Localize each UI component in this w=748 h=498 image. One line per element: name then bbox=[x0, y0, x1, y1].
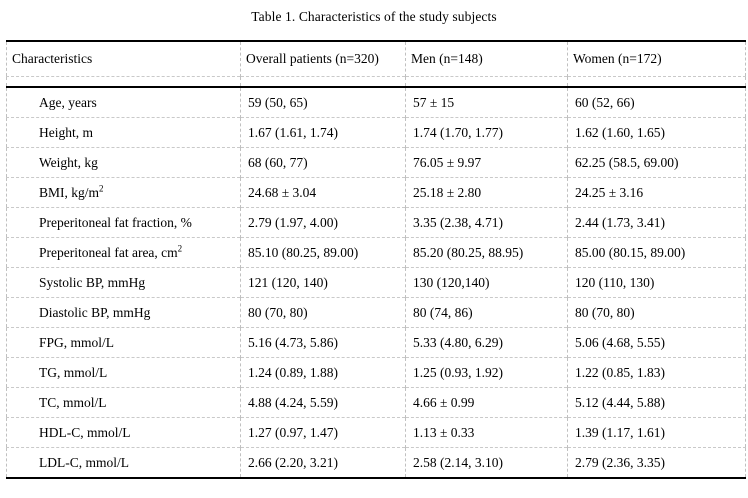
row-label-text: Age, years bbox=[39, 94, 97, 110]
cell-men: 80 (74, 86) bbox=[405, 297, 568, 328]
row-label: Systolic BP, mmHg bbox=[6, 267, 241, 298]
cell-overall: 2.66 (2.20, 3.21) bbox=[240, 447, 406, 478]
cell-men: 76.05 ± 9.97 bbox=[405, 147, 568, 178]
column-header-overall-patients: Overall patients (n=320) bbox=[240, 41, 406, 77]
row-label: FPG, mmol/L bbox=[6, 327, 241, 358]
column-header-characteristics: Characteristics bbox=[12, 51, 93, 66]
table-row-weight: Weight, kg 68 (60, 77) 76.05 ± 9.97 62.2… bbox=[6, 147, 746, 178]
cell-men: 2.58 (2.14, 3.10) bbox=[405, 447, 568, 478]
table-row-age: Age, years 59 (50, 65) 57 ± 15 60 (52, 6… bbox=[7, 87, 746, 118]
cell-overall: 68 (60, 77) bbox=[240, 147, 406, 178]
table-row-fat-area: Preperitoneal fat area, cm2 85.10 (80.25… bbox=[6, 237, 746, 268]
row-label-text: LDL-C, mmol/L bbox=[39, 454, 129, 470]
table-row-systolic-bp: Systolic BP, mmHg 121 (120, 140) 130 (12… bbox=[6, 267, 746, 298]
row-label-text: HDL-C, mmol/L bbox=[39, 424, 131, 440]
table-row-fpg: FPG, mmol/L 5.16 (4.73, 5.86) 5.33 (4.80… bbox=[6, 327, 746, 358]
table-row-diastolic-bp: Diastolic BP, mmHg 80 (70, 80) 80 (74, 8… bbox=[6, 297, 746, 328]
row-label-text: FPG, mmol/L bbox=[39, 334, 115, 350]
row-label-text: Systolic BP, mmHg bbox=[39, 274, 146, 290]
row-label-text: TG, mmol/L bbox=[39, 364, 108, 380]
cell-men: 130 (120,140) bbox=[405, 267, 568, 298]
cell-women: 85.00 (80.15, 89.00) bbox=[567, 237, 746, 268]
cell-women: 1.39 (1.17, 1.61) bbox=[567, 417, 746, 448]
row-label: Diastolic BP, mmHg bbox=[6, 297, 241, 328]
row-label: Preperitoneal fat area, cm2 bbox=[6, 237, 241, 268]
cell-men: 4.66 ± 0.99 bbox=[405, 387, 568, 418]
row-label: TC, mmol/L bbox=[6, 387, 241, 418]
cell-men: 3.35 (2.38, 4.71) bbox=[405, 207, 568, 238]
table-header-row: Characteristics Overall patients (n=320)… bbox=[7, 41, 746, 77]
row-label: Weight, kg bbox=[6, 147, 241, 178]
cell-women: 1.22 (0.85, 1.83) bbox=[567, 357, 746, 388]
cell-women: 2.44 (1.73, 3.41) bbox=[567, 207, 746, 238]
cell-women: 80 (70, 80) bbox=[567, 297, 746, 328]
cell-women: 60 (52, 66) bbox=[567, 87, 746, 118]
cell-women: 5.06 (4.68, 5.55) bbox=[567, 327, 746, 358]
cell-men: 1.13 ± 0.33 bbox=[405, 417, 568, 448]
cell-overall: 121 (120, 140) bbox=[240, 267, 406, 298]
cell-women: 5.12 (4.44, 5.88) bbox=[567, 387, 746, 418]
table-row-hdl-c: HDL-C, mmol/L 1.27 (0.97, 1.47) 1.13 ± 0… bbox=[6, 417, 746, 448]
table-row-ldl-c: LDL-C, mmol/L 2.66 (2.20, 3.21) 2.58 (2.… bbox=[6, 447, 746, 478]
table-title: Table 1. Characteristics of the study su… bbox=[251, 9, 497, 24]
cell-overall: 85.10 (80.25, 89.00) bbox=[240, 237, 406, 268]
cell-women: 1.62 (1.60, 1.65) bbox=[567, 117, 746, 148]
cell-overall: 80 (70, 80) bbox=[240, 297, 406, 328]
cell-women: 2.79 (2.36, 3.35) bbox=[567, 447, 746, 478]
table-row-fat-fraction: Preperitoneal fat fraction, % 2.79 (1.97… bbox=[6, 207, 746, 238]
cell-overall: 24.68 ± 3.04 bbox=[240, 177, 406, 208]
header-spacer-cell bbox=[567, 76, 746, 88]
header-spacer-cell bbox=[405, 76, 568, 88]
cell-men: 25.18 ± 2.80 bbox=[405, 177, 568, 208]
row-label: HDL-C, mmol/L bbox=[6, 417, 241, 448]
row-label-text: BMI, kg/m bbox=[39, 184, 100, 200]
cell-men: 5.33 (4.80, 6.29) bbox=[405, 327, 568, 358]
cell-women: 120 (110, 130) bbox=[567, 267, 746, 298]
column-header-men: Men (n=148) bbox=[405, 41, 568, 77]
cell-overall: 59 (50, 65) bbox=[240, 87, 406, 118]
cell-women: 62.25 (58.5, 69.00) bbox=[567, 147, 746, 178]
table-row-bmi: BMI, kg/m2 24.68 ± 3.04 25.18 ± 2.80 24.… bbox=[6, 177, 746, 208]
row-label: LDL-C, mmol/L bbox=[6, 447, 241, 478]
study-subjects-table: Characteristics Overall patients (n=320)… bbox=[6, 40, 746, 479]
cell-overall: 1.27 (0.97, 1.47) bbox=[240, 417, 406, 448]
cell-men: 57 ± 15 bbox=[405, 87, 568, 118]
header-spacer-cell bbox=[6, 76, 241, 88]
row-label: TG, mmol/L bbox=[6, 357, 241, 388]
cell-overall: 1.24 (0.89, 1.88) bbox=[240, 357, 406, 388]
row-label-text: Height, m bbox=[39, 124, 93, 140]
header-spacer-row bbox=[6, 76, 746, 88]
table-row-height: Height, m 1.67 (1.61, 1.74) 1.74 (1.70, … bbox=[6, 117, 746, 148]
row-label-text: TC, mmol/L bbox=[39, 394, 107, 410]
cell-overall: 4.88 (4.24, 5.59) bbox=[240, 387, 406, 418]
row-label-text: Preperitoneal fat fraction, % bbox=[39, 214, 192, 230]
table-row-tg: TG, mmol/L 1.24 (0.89, 1.88) 1.25 (0.93,… bbox=[6, 357, 746, 388]
row-label-text: Diastolic BP, mmHg bbox=[39, 304, 151, 320]
row-label-text: Weight, kg bbox=[39, 154, 98, 170]
row-label: Age, years bbox=[7, 87, 241, 118]
row-label: Preperitoneal fat fraction, % bbox=[6, 207, 241, 238]
header-spacer-cell bbox=[240, 76, 406, 88]
cell-overall: 2.79 (1.97, 4.00) bbox=[240, 207, 406, 238]
cell-women: 24.25 ± 3.16 bbox=[567, 177, 746, 208]
column-header-women: Women (n=172) bbox=[567, 41, 746, 77]
row-label-text: Preperitoneal fat area, cm bbox=[39, 244, 178, 260]
row-label: Height, m bbox=[6, 117, 241, 148]
row-label-superscript: 2 bbox=[99, 183, 104, 193]
cell-men: 85.20 (80.25, 88.95) bbox=[405, 237, 568, 268]
row-label-superscript: 2 bbox=[177, 243, 183, 253]
row-label: BMI, kg/m2 bbox=[6, 177, 241, 208]
cell-overall: 5.16 (4.73, 5.86) bbox=[240, 327, 406, 358]
cell-overall: 1.67 (1.61, 1.74) bbox=[240, 117, 406, 148]
cell-men: 1.25 (0.93, 1.92) bbox=[405, 357, 568, 388]
table-row-tc: TC, mmol/L 4.88 (4.24, 5.59) 4.66 ± 0.99… bbox=[6, 387, 746, 418]
cell-men: 1.74 (1.70, 1.77) bbox=[405, 117, 568, 148]
